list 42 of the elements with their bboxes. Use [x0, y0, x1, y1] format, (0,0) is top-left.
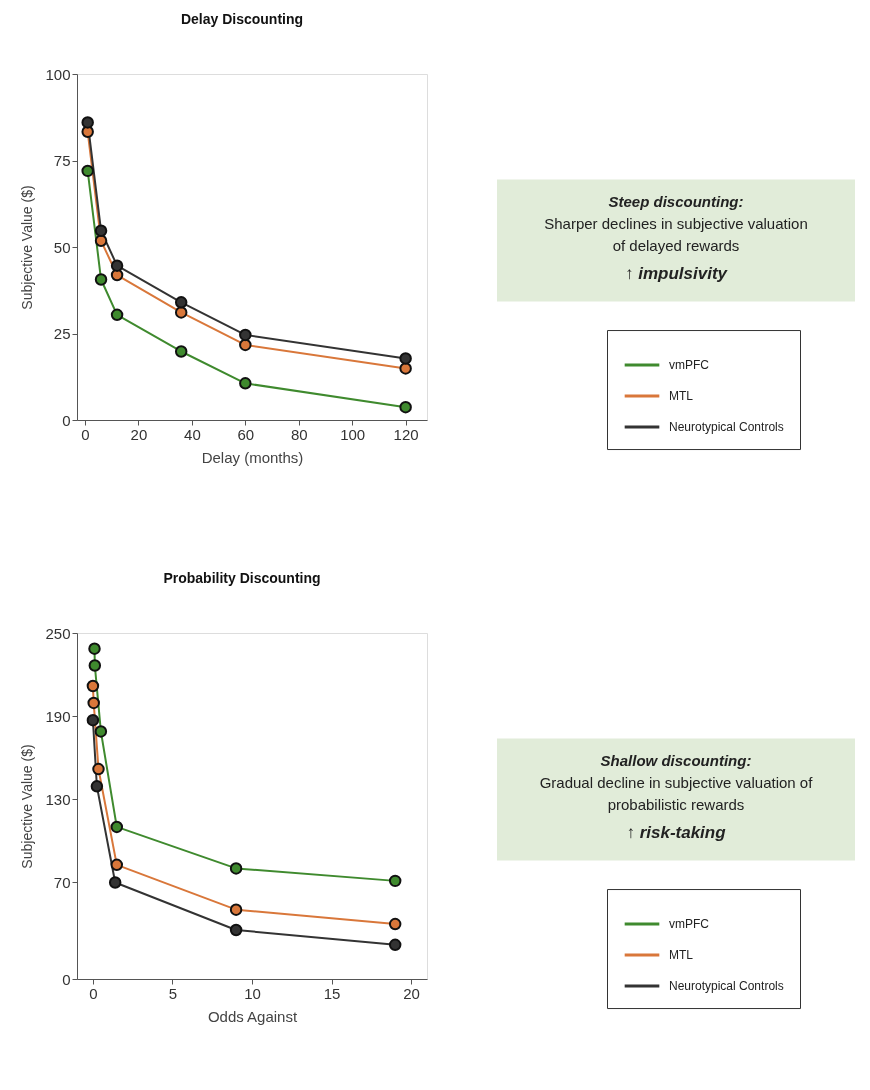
x-tick-label: 100: [340, 425, 366, 443]
x-tick-label: 60: [237, 425, 255, 443]
x-tick-label: 80: [290, 425, 308, 443]
legend-label: vmPFC: [669, 917, 710, 932]
x-tick-label: 0: [81, 425, 90, 443]
y-tick-label: 250: [45, 624, 71, 642]
chart-title: Delay Discounting: [180, 11, 304, 27]
y-tick-label: 130: [45, 790, 71, 808]
legend-label: Neurotypical Controls: [669, 420, 784, 435]
y-tick-label: 50: [53, 238, 71, 256]
text: Gradual decline in subjective valuation of: [539, 773, 814, 791]
text: Shallow discounting:: [600, 751, 752, 769]
y-axis-title: Subjective Value ($): [19, 744, 36, 869]
legend-label: vmPFC: [669, 358, 710, 373]
text: ↑ risk-taking: [626, 822, 727, 842]
y-tick-label: 75: [53, 152, 71, 169]
x-tick-label: 20: [403, 984, 420, 1002]
text: of delayed rewards: [612, 236, 740, 254]
x-tick-label: 0: [89, 984, 98, 1002]
y-tick-label: 0: [62, 970, 71, 988]
text: Sharper declines in subjective valuation: [544, 214, 808, 232]
y-tick-label: 70: [53, 873, 71, 891]
chart-title: Probability Discounting: [163, 570, 321, 586]
y-tick-label: 100: [45, 65, 71, 83]
y-axis-title: Subjective Value ($): [19, 185, 36, 310]
y-tick-label: 0: [62, 411, 71, 429]
x-tick-label: 10: [244, 984, 261, 1002]
x-tick-label: 5: [168, 984, 178, 1002]
x-tick-label: 20: [130, 425, 148, 443]
x-axis-title: Odds Against: [207, 1007, 298, 1025]
x-tick-label: 40: [184, 425, 201, 443]
text: ↑ impulsivity: [624, 263, 729, 283]
legend-label: MTL: [669, 389, 694, 404]
y-tick-label: 190: [45, 707, 71, 725]
x-axis-title: Delay (months): [201, 448, 304, 466]
x-tick-label: 15: [323, 984, 341, 1002]
y-tick-label: 25: [53, 325, 71, 342]
legend-label: Neurotypical Controls: [669, 979, 784, 994]
x-tick-label: 120: [393, 425, 419, 443]
text: probabilistic rewards: [607, 795, 745, 813]
text: Steep discounting:: [608, 192, 744, 210]
legend-label: MTL: [669, 948, 694, 963]
